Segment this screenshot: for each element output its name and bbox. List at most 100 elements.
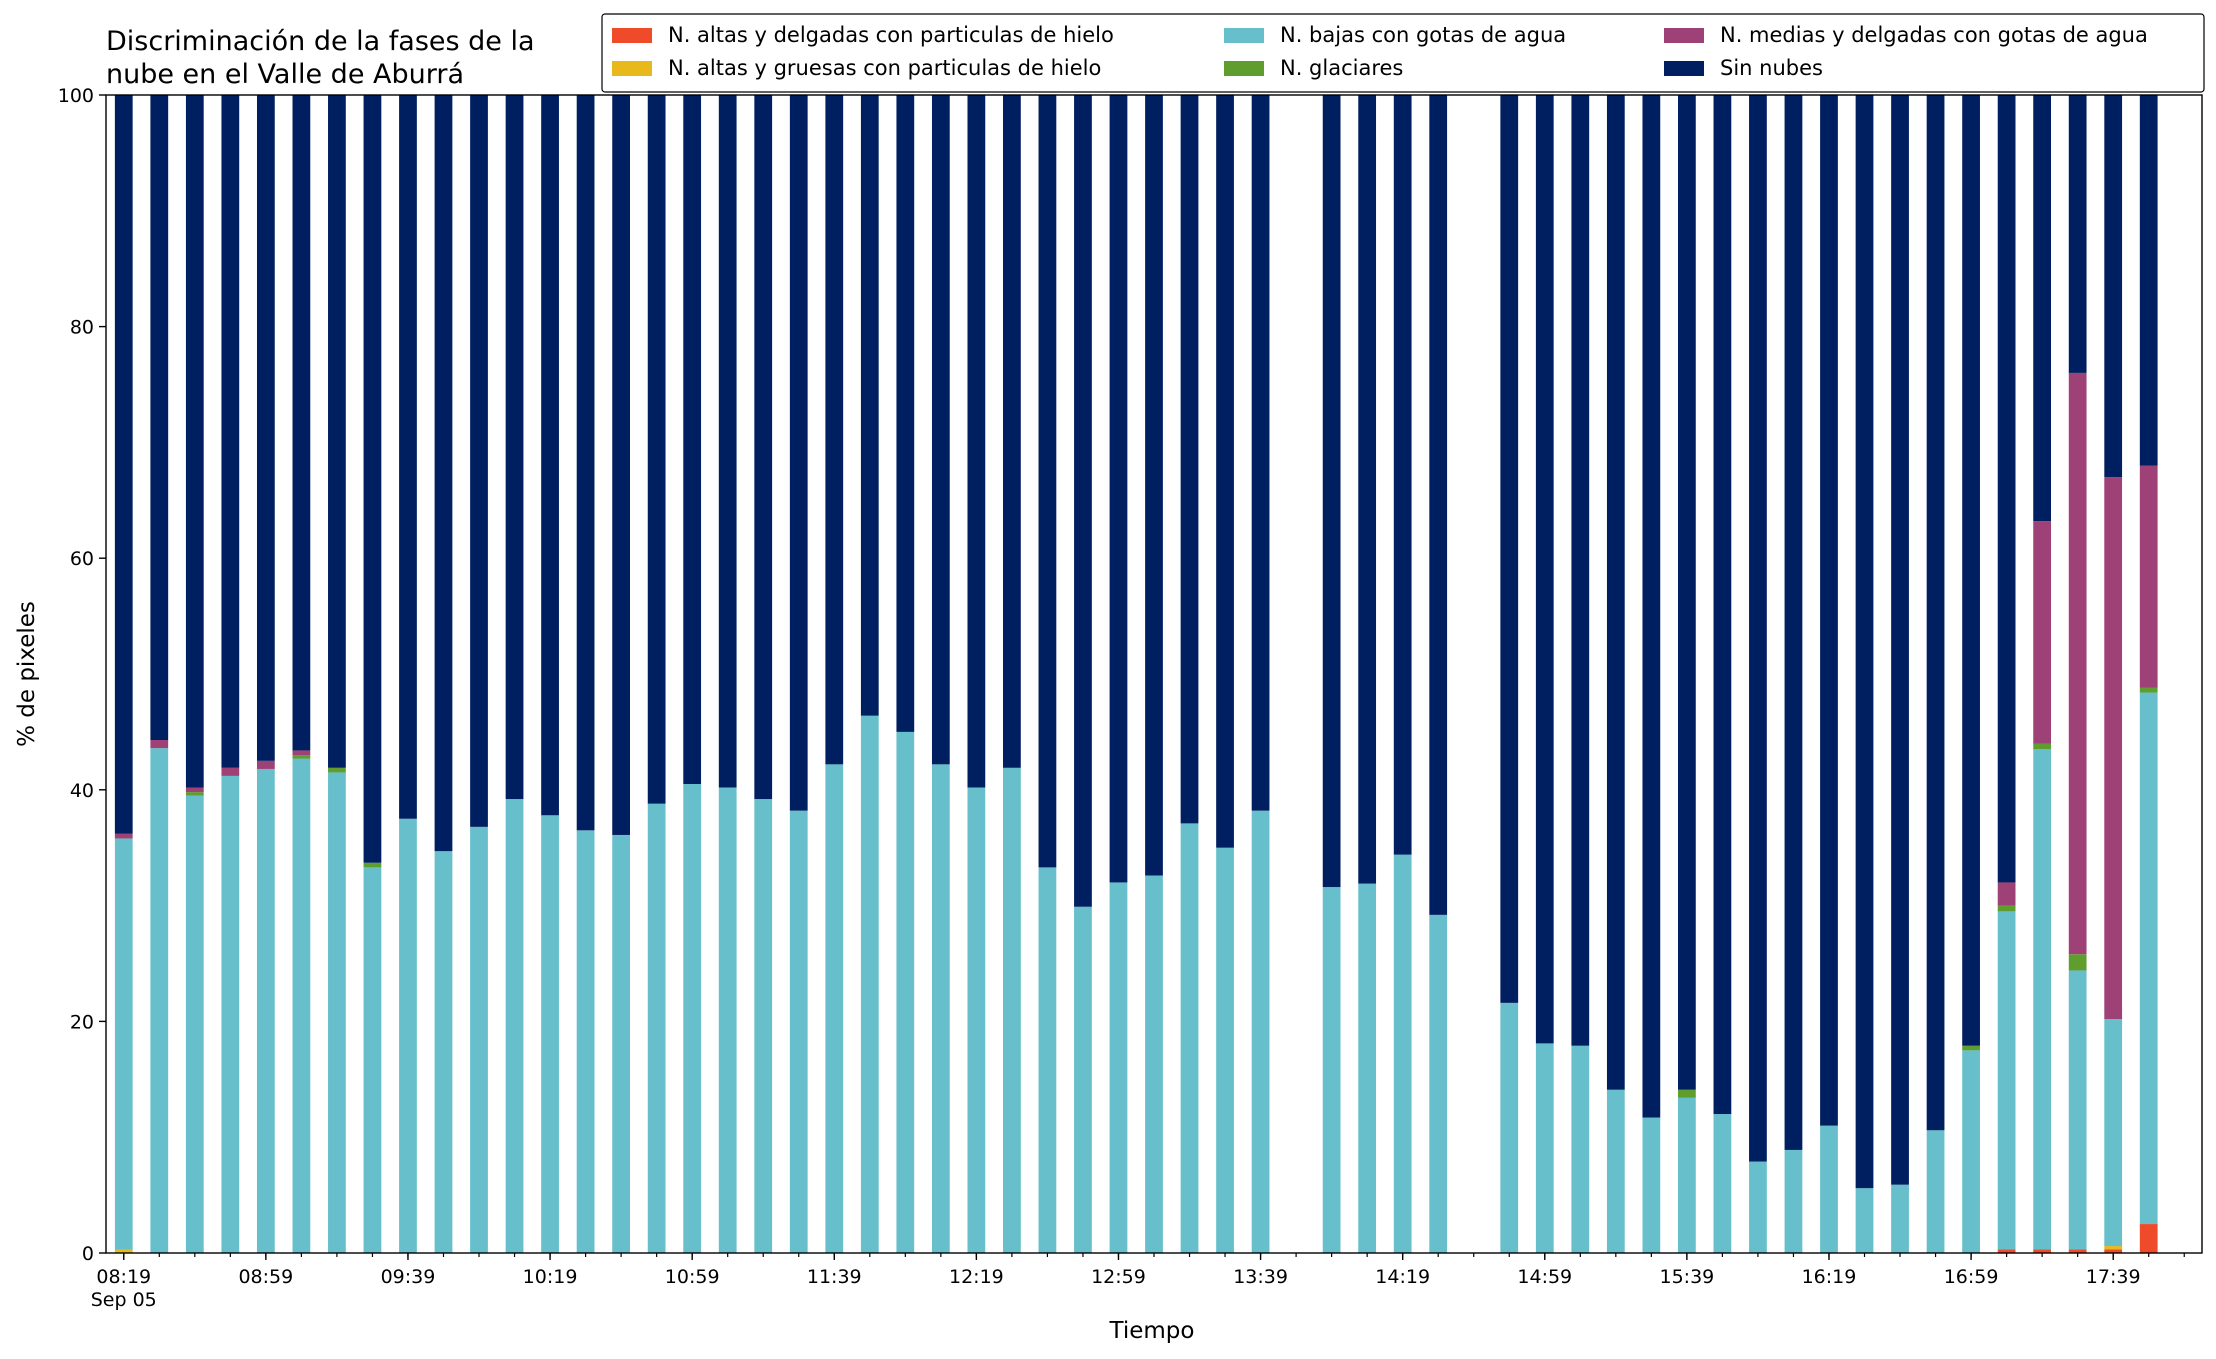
bar-segment — [1003, 95, 1021, 768]
bar-segment — [754, 95, 773, 800]
bar-segment — [434, 851, 453, 1253]
bar-segment — [114, 833, 133, 839]
bar-segment — [1216, 847, 1234, 1253]
bar-segment — [2068, 970, 2087, 1250]
bar-segment — [150, 748, 169, 1253]
bar-segment — [931, 95, 950, 765]
x-tick-label: 13:39 — [1233, 1266, 1288, 1288]
x-tick-label: 15:39 — [1659, 1266, 1714, 1288]
bar-segment — [256, 768, 275, 1253]
bar-segment — [1038, 95, 1057, 868]
legend-label: N. bajas con gotas de agua — [1280, 23, 1566, 47]
bar-segment — [1145, 875, 1163, 1253]
legend-box — [601, 13, 2205, 93]
bar-segment — [1962, 1050, 1980, 1253]
bar-segment — [328, 767, 346, 773]
bar-segment — [825, 95, 844, 765]
bar-segment — [434, 95, 453, 852]
bar-segment — [1926, 1130, 1945, 1253]
bar-segment — [1606, 95, 1625, 1090]
bar-segment — [789, 95, 808, 811]
legend-label: N. altas y gruesas con particulas de hie… — [668, 56, 1101, 80]
bar-segment — [860, 715, 879, 1253]
bar-segment — [221, 95, 240, 768]
bar-segment — [363, 862, 382, 868]
bar-segment — [1678, 95, 1696, 1090]
bar-segment — [1429, 95, 1448, 915]
bar-segment — [1891, 95, 1909, 1185]
bar-segment — [647, 803, 666, 1253]
y-tick-label: 20 — [70, 1011, 94, 1033]
bar-segment — [470, 826, 488, 1253]
bar-segment — [328, 772, 346, 1253]
bar-segment — [1251, 810, 1270, 1253]
bar-segment — [1926, 95, 1945, 1131]
bar-segment — [1855, 1188, 1874, 1253]
x-tick-label: 12:19 — [949, 1266, 1004, 1288]
bar-segment — [1322, 887, 1341, 1253]
bar-segment — [2104, 477, 2123, 1020]
bar-segment — [1571, 1045, 1590, 1253]
bar-segment — [1180, 823, 1199, 1253]
bar-segment — [1997, 1249, 2016, 1253]
bar-segment — [1535, 1043, 1554, 1253]
x-tick-label: 14:19 — [1375, 1266, 1430, 1288]
bar-segment — [1678, 1089, 1696, 1098]
bar-segment — [2139, 1224, 2158, 1253]
bar-segment — [363, 95, 382, 863]
bar-segment — [1962, 95, 1980, 1046]
bar-segment — [363, 867, 382, 1253]
x-tick-label: 09:39 — [381, 1266, 436, 1288]
bar-segment — [256, 760, 275, 769]
bar-segment — [576, 830, 595, 1253]
bar-segment — [292, 750, 311, 756]
x-tick-label: 08:59 — [238, 1266, 293, 1288]
legend-swatch — [1664, 61, 1704, 76]
bar-segment — [612, 834, 630, 1253]
bar-segment — [1180, 95, 1199, 824]
bar-segment — [2104, 1249, 2123, 1253]
bar-segment — [1713, 95, 1732, 1115]
bar-segment — [1145, 95, 1163, 876]
bar-segment — [541, 95, 559, 816]
legend-swatch — [1664, 28, 1704, 43]
bar-segment — [185, 787, 204, 793]
bar-segment — [1784, 1149, 1803, 1253]
bar-segment — [967, 787, 986, 1253]
bar-segment — [1749, 95, 1767, 1162]
bar-segment — [2033, 743, 2052, 750]
y-axis-label: % de pixeles — [14, 601, 40, 747]
bar-segment — [2104, 95, 2123, 478]
bar-segment — [1997, 905, 2016, 912]
bar-segment — [1038, 867, 1057, 1253]
bar-segment — [683, 95, 702, 785]
bar-segment — [256, 95, 275, 761]
bar-segment — [185, 95, 204, 788]
bar-segment — [505, 799, 524, 1253]
legend-label: N. altas y delgadas con particulas de hi… — [668, 23, 1114, 47]
bar-segment — [150, 95, 169, 741]
bar-segment — [2033, 749, 2052, 1250]
legend-label: N. glaciares — [1280, 56, 1403, 80]
bar-segment — [1642, 1117, 1661, 1253]
bar-segment — [1109, 95, 1128, 883]
x-tick-label: 11:39 — [807, 1266, 862, 1288]
x-date-label: Sep 05 — [91, 1289, 157, 1311]
legend-swatch — [1224, 28, 1264, 43]
y-tick-label: 0 — [82, 1243, 94, 1265]
bar-segment — [1500, 1002, 1519, 1253]
bar-segment — [221, 767, 240, 776]
bar-segment — [292, 95, 311, 751]
bar-segment — [1713, 1114, 1732, 1253]
bar-segment — [2033, 521, 2052, 744]
bar-segment — [1535, 95, 1554, 1044]
bar-segment — [328, 95, 346, 768]
bar-segment — [1642, 95, 1661, 1118]
bar-segment — [2104, 1019, 2123, 1247]
x-axis-label: Tiempo — [1109, 1318, 1195, 1344]
bar-segment — [2033, 95, 2052, 522]
bar-segment — [1997, 95, 2016, 883]
chart-title: Discriminación de la fases de la — [106, 26, 535, 57]
y-tick-label: 80 — [70, 317, 94, 339]
bar-segment — [2068, 1249, 2087, 1253]
